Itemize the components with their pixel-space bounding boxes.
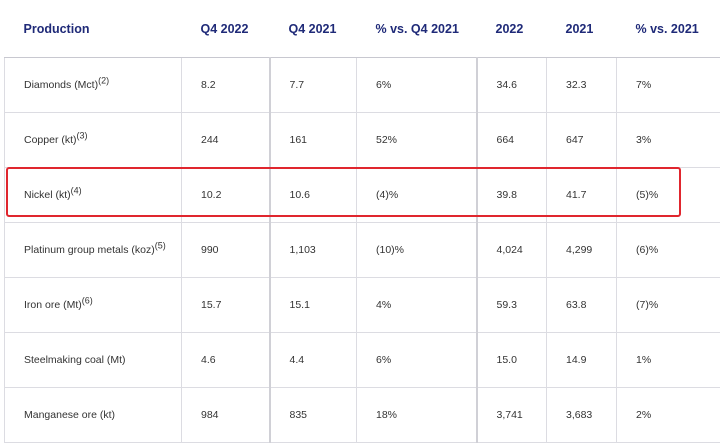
cell-q4-2022: 15.7 — [181, 277, 270, 333]
commodity-name: Copper (kt) — [24, 134, 77, 146]
row-label: Nickel (kt)(4) — [4, 167, 182, 223]
row-label: Manganese ore (kt) — [4, 387, 182, 443]
cell-pct-vs-2021: 2% — [616, 387, 720, 443]
row-label: Iron ore (Mt)(6) — [4, 277, 182, 333]
footnote-ref: (2) — [98, 75, 110, 86]
footnote-ref: (4) — [70, 185, 82, 196]
cell-2021: 647 — [546, 112, 617, 168]
cell-pct-vs-q4-2021: 6% — [356, 332, 477, 388]
cell-q4-2021: 4.4 — [268, 332, 357, 388]
table-row: Platinum group metals (koz)(5) 990 1,103… — [4, 222, 720, 278]
production-table: Production Q4 2022 Q4 2021 % vs. Q4 2021… — [4, 0, 720, 443]
cell-q4-2022: 4.6 — [181, 332, 270, 388]
commodity-name: Platinum group metals (koz) — [24, 244, 155, 256]
cell-pct-vs-q4-2021: 52% — [356, 112, 477, 168]
header-pct-vs-q4-2021: % vs. Q4 2021 — [356, 0, 477, 58]
cell-q4-2021: 15.1 — [268, 277, 357, 333]
cell-q4-2021: 7.7 — [268, 57, 357, 113]
cell-2022: 39.8 — [475, 167, 547, 223]
header-q4-2021: Q4 2021 — [269, 0, 357, 58]
cell-q4-2022: 244 — [181, 112, 270, 168]
commodity-name: Iron ore (Mt) — [24, 299, 82, 311]
table-header-row: Production Q4 2022 Q4 2021 % vs. Q4 2021… — [4, 0, 720, 58]
row-label: Platinum group metals (koz)(5) — [4, 222, 182, 278]
footnote-ref: (5) — [154, 240, 166, 251]
cell-2022: 3,741 — [475, 387, 547, 443]
cell-pct-vs-q4-2021: (10)% — [356, 222, 477, 278]
footnote-ref: (6) — [81, 295, 93, 306]
cell-pct-vs-2021: (7)% — [616, 277, 720, 333]
cell-2021: 14.9 — [546, 332, 617, 388]
cell-pct-vs-q4-2021: 18% — [356, 387, 477, 443]
cell-2021: 3,683 — [546, 387, 617, 443]
header-q4-2022: Q4 2022 — [181, 0, 270, 58]
cell-q4-2021: 161 — [268, 112, 357, 168]
cell-2022: 664 — [475, 112, 547, 168]
cell-2021: 63.8 — [546, 277, 617, 333]
row-label: Steelmaking coal (Mt) — [4, 332, 182, 388]
row-label: Copper (kt)(3) — [4, 112, 182, 168]
cell-pct-vs-2021: 7% — [616, 57, 720, 113]
header-production: Production — [4, 0, 182, 58]
cell-2022: 59.3 — [475, 277, 547, 333]
table-row: Diamonds (Mct)(2) 8.2 7.7 6% 34.6 32.3 7… — [4, 57, 720, 113]
commodity-name: Manganese ore (kt) — [24, 409, 116, 421]
cell-pct-vs-2021: (5)% — [616, 167, 720, 223]
cell-2021: 32.3 — [546, 57, 617, 113]
cell-2022: 15.0 — [475, 332, 547, 388]
cell-pct-vs-q4-2021: 4% — [356, 277, 477, 333]
cell-pct-vs-q4-2021: 6% — [356, 57, 477, 113]
header-pct-vs-2021: % vs. 2021 — [616, 0, 720, 58]
header-2022: 2022 — [476, 0, 547, 58]
cell-q4-2022: 10.2 — [181, 167, 270, 223]
cell-pct-vs-2021: 3% — [616, 112, 720, 168]
cell-2021: 4,299 — [546, 222, 617, 278]
footnote-ref: (3) — [76, 130, 88, 141]
cell-2022: 4,024 — [475, 222, 547, 278]
cell-2022: 34.6 — [475, 57, 547, 113]
table-row-highlighted: Nickel (kt)(4) 10.2 10.6 (4)% 39.8 41.7 … — [4, 167, 720, 223]
cell-q4-2021: 835 — [268, 387, 357, 443]
commodity-name: Steelmaking coal (Mt) — [24, 354, 126, 366]
cell-q4-2022: 8.2 — [181, 57, 270, 113]
row-label: Diamonds (Mct)(2) — [4, 57, 182, 113]
table-row: Iron ore (Mt)(6) 15.7 15.1 4% 59.3 63.8 … — [4, 277, 720, 333]
cell-q4-2021: 1,103 — [268, 222, 357, 278]
cell-pct-vs-q4-2021: (4)% — [356, 167, 477, 223]
cell-q4-2022: 984 — [181, 387, 270, 443]
cell-pct-vs-2021: (6)% — [616, 222, 720, 278]
commodity-name: Diamonds (Mct) — [24, 79, 99, 91]
table-row: Manganese ore (kt) 984 835 18% 3,741 3,6… — [4, 387, 720, 443]
table-row: Copper (kt)(3) 244 161 52% 664 647 3% — [4, 112, 720, 168]
cell-q4-2021: 10.6 — [268, 167, 357, 223]
commodity-name: Nickel (kt) — [24, 189, 71, 201]
cell-pct-vs-2021: 1% — [616, 332, 720, 388]
table-row: Steelmaking coal (Mt) 4.6 4.4 6% 15.0 14… — [4, 332, 720, 388]
cell-2021: 41.7 — [546, 167, 617, 223]
cell-q4-2022: 990 — [181, 222, 270, 278]
header-2021: 2021 — [546, 0, 617, 58]
